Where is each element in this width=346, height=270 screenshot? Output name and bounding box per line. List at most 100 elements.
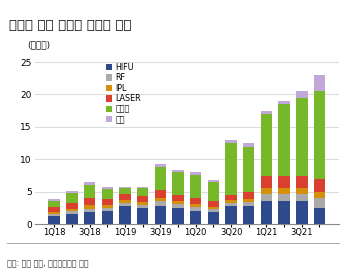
Bar — [279, 176, 290, 188]
Bar — [314, 208, 325, 224]
Bar — [119, 194, 131, 200]
Text: (십억원): (십억원) — [28, 40, 51, 49]
Bar — [172, 170, 184, 172]
Bar — [314, 75, 325, 91]
Bar — [66, 211, 78, 214]
Bar — [296, 188, 308, 194]
Bar — [296, 98, 308, 176]
Bar — [119, 206, 131, 224]
Bar — [101, 205, 113, 208]
Bar — [137, 205, 148, 208]
Bar — [155, 206, 166, 224]
Bar — [119, 188, 131, 194]
Bar — [66, 208, 78, 211]
Bar — [66, 214, 78, 224]
Bar — [137, 196, 148, 202]
Bar — [261, 114, 272, 176]
Bar — [208, 207, 219, 209]
Bar — [84, 198, 95, 205]
Bar — [314, 192, 325, 198]
Bar — [172, 201, 184, 204]
Bar — [172, 204, 184, 208]
Bar — [155, 164, 166, 167]
Bar — [279, 194, 290, 201]
Bar — [137, 188, 148, 196]
Bar — [101, 199, 113, 205]
Bar — [243, 147, 255, 192]
Bar — [190, 204, 201, 207]
Bar — [48, 199, 60, 201]
Bar — [243, 206, 255, 224]
Bar — [48, 212, 60, 214]
Bar — [66, 203, 78, 208]
Bar — [208, 180, 219, 182]
Bar — [119, 187, 131, 188]
Bar — [243, 202, 255, 206]
Bar — [101, 187, 113, 189]
Bar — [296, 176, 308, 188]
Bar — [155, 201, 166, 206]
Bar — [48, 214, 60, 216]
Bar — [190, 211, 201, 224]
Bar — [84, 205, 95, 208]
Bar — [208, 201, 219, 207]
Bar — [137, 208, 148, 224]
Bar — [225, 195, 237, 200]
Bar — [101, 211, 113, 224]
Bar — [190, 198, 201, 204]
Bar — [101, 208, 113, 211]
Bar — [155, 167, 166, 190]
Bar — [261, 201, 272, 224]
Bar — [155, 198, 166, 201]
Bar — [84, 185, 95, 198]
Text: 자료: 회사 자료, 신한금융투자 추정: 자료: 회사 자료, 신한금융투자 추정 — [7, 260, 89, 269]
Bar — [279, 188, 290, 194]
Bar — [261, 188, 272, 194]
Bar — [296, 201, 308, 224]
Bar — [190, 172, 201, 175]
Bar — [48, 216, 60, 224]
Bar — [225, 206, 237, 224]
Bar — [137, 187, 148, 188]
Bar — [172, 172, 184, 195]
Bar — [261, 194, 272, 201]
Bar — [261, 176, 272, 188]
Bar — [243, 192, 255, 199]
Text: 분기별 주요 제품군 매출액 우이: 분기별 주요 제품군 매출액 우이 — [9, 19, 131, 32]
Bar — [101, 189, 113, 199]
Bar — [225, 200, 237, 203]
Bar — [66, 191, 78, 193]
Bar — [243, 143, 255, 147]
Bar — [172, 208, 184, 224]
Bar — [48, 207, 60, 212]
Bar — [84, 212, 95, 224]
Bar — [225, 203, 237, 206]
Bar — [155, 190, 166, 198]
Bar — [225, 143, 237, 195]
Bar — [279, 101, 290, 104]
Bar — [119, 203, 131, 206]
Bar — [208, 209, 219, 212]
Bar — [296, 194, 308, 201]
Bar — [190, 207, 201, 211]
Bar — [279, 104, 290, 176]
Bar — [243, 199, 255, 202]
Bar — [208, 182, 219, 201]
Bar — [119, 200, 131, 203]
Bar — [172, 195, 184, 201]
Bar — [84, 182, 95, 185]
Bar — [314, 179, 325, 192]
Bar — [314, 198, 325, 208]
Legend: HIFU, RF, IPL, LASER, 소모품, 기타: HIFU, RF, IPL, LASER, 소모품, 기타 — [106, 63, 141, 124]
Bar — [296, 91, 308, 98]
Bar — [261, 111, 272, 114]
Bar — [190, 175, 201, 198]
Bar — [66, 193, 78, 203]
Bar — [279, 201, 290, 224]
Bar — [137, 202, 148, 205]
Bar — [225, 140, 237, 143]
Bar — [48, 201, 60, 207]
Bar — [314, 91, 325, 179]
Bar — [208, 212, 219, 224]
Bar — [84, 208, 95, 212]
